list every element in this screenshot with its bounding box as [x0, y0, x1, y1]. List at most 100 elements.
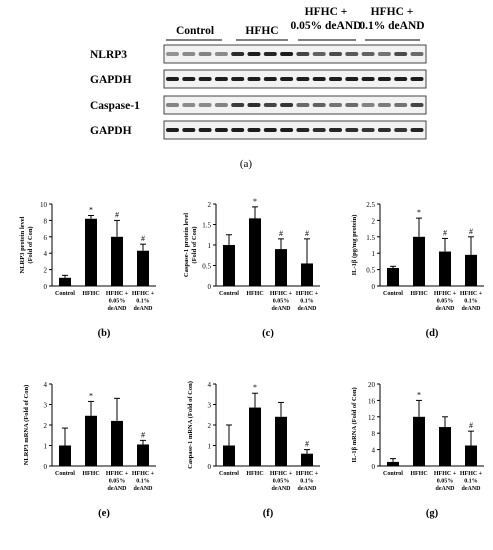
- blot-band: [296, 52, 310, 56]
- blot-band: [329, 103, 342, 107]
- blot-strip-row: [163, 69, 427, 89]
- blot-band: [280, 77, 294, 81]
- blot-band: [263, 52, 277, 56]
- blot-band: [377, 52, 391, 56]
- blot-band: [182, 52, 196, 56]
- blot-band: [214, 52, 228, 56]
- x-tick-label: HFHC +0.05% deAND: [434, 291, 457, 312]
- blot-band: [214, 103, 228, 107]
- bar: [223, 445, 235, 466]
- blot-band: [198, 103, 212, 107]
- y-tick-label: 0.5: [366, 267, 375, 275]
- bar-chart-d: 0 0.5 1 1.5 2 2.5 IL-1β (pg/mg protein) Control…: [351, 201, 484, 339]
- bar: [301, 263, 313, 286]
- bar: [137, 444, 149, 466]
- x-tick-label: Control: [383, 471, 403, 477]
- x-tick-label: HFHC +0.05% deAND: [106, 471, 129, 492]
- blot-band: [247, 103, 261, 107]
- bar: [439, 251, 451, 286]
- x-tick-label: HFHC +0.1% deAND: [132, 471, 155, 492]
- blot-band: [377, 77, 391, 81]
- y-tick-label: 2: [44, 267, 48, 275]
- panel-label: (d): [426, 328, 439, 339]
- bar: [275, 249, 287, 286]
- x-tick-label: HFHC: [246, 471, 263, 477]
- blot-band: [329, 52, 342, 56]
- y-tick-label: 2: [44, 422, 48, 430]
- y-tick-label: 4: [372, 447, 376, 455]
- blot-band: [361, 103, 375, 107]
- blot-band: [198, 52, 212, 56]
- x-tick-label: Control: [219, 291, 239, 297]
- y-tick-label: 2: [208, 422, 212, 430]
- blot-band: [329, 77, 342, 81]
- blot-band: [394, 77, 408, 81]
- bar-chart-c: 0 0.5 1 1.5 2 Caspase-1 protein level(Fold of…: [183, 197, 320, 339]
- bar-chart-e: 0 1 2 3 4 NLRP3 mRNA (Fold of Con) Control * HFH…: [23, 381, 156, 519]
- significance-marker: #: [141, 234, 145, 243]
- blot-band: [231, 77, 245, 81]
- blot-band: [410, 103, 424, 107]
- x-tick-label: HFHC +0.1% deAND: [460, 291, 483, 312]
- blot-band: [296, 103, 310, 107]
- blot-band: [296, 77, 310, 81]
- blot-band: [280, 52, 294, 56]
- y-tick-label: 0: [208, 283, 212, 291]
- y-tick-label: 4: [208, 381, 212, 389]
- blot-row-label-gapdh-1: GAPDH: [90, 74, 132, 86]
- blot-group-label-0.1: HFHC +0.1% deAND: [359, 6, 424, 32]
- bar: [249, 218, 261, 286]
- panel-label: (b): [98, 328, 111, 339]
- blot-band: [312, 52, 326, 56]
- blot-band: [263, 77, 277, 81]
- y-tick-label: 0: [372, 463, 376, 471]
- y-axis-label: Caspase-1 protein level(Fold of Con): [183, 213, 198, 277]
- blot-strip-row: [163, 44, 427, 64]
- y-tick-label: 1: [208, 443, 212, 451]
- blot-row-label-gapdh-2: GAPDH: [90, 125, 132, 137]
- x-tick-label: HFHC +0.05% deAND: [434, 471, 457, 492]
- blot-strip-row: [163, 95, 427, 115]
- blot-band: [263, 128, 277, 132]
- significance-marker: *: [417, 390, 421, 399]
- blot-band: [312, 77, 326, 81]
- bar-chart-f: 0 1 2 3 4 Caspase-1 mRNA (Fold of Con) Control…: [187, 381, 320, 519]
- x-tick-label: HFHC +0.1% deAND: [460, 471, 483, 492]
- bar: [301, 453, 313, 466]
- significance-marker: #: [469, 421, 473, 430]
- blot-band: [394, 52, 408, 56]
- y-tick-label: 0: [372, 283, 376, 291]
- significance-marker: #: [279, 229, 283, 238]
- panel-label-a: (a): [240, 158, 253, 170]
- y-tick-label: 1: [44, 443, 48, 451]
- bar: [439, 427, 451, 466]
- blot-band: [345, 103, 359, 107]
- blot-band: [296, 128, 310, 132]
- bar: [59, 445, 71, 466]
- y-tick-label: 1.5: [202, 222, 211, 230]
- bar: [413, 416, 425, 466]
- y-tick-label: 2.5: [366, 201, 375, 209]
- x-tick-label: Control: [383, 291, 403, 297]
- blot-band: [329, 128, 342, 132]
- bar: [465, 254, 477, 286]
- bar: [85, 415, 97, 466]
- blot-band: [394, 128, 408, 132]
- blot-band: [182, 77, 196, 81]
- y-tick-label: 0: [44, 283, 48, 291]
- blot-row-label-nlrp3: NLRP3: [90, 49, 127, 61]
- panel-label: (f): [263, 508, 274, 519]
- blot-band: [361, 128, 375, 132]
- x-tick-label: HFHC +0.05% deAND: [270, 471, 293, 492]
- bar: [249, 407, 261, 466]
- y-tick-label: 2: [372, 217, 376, 225]
- blot-group-label-control: Control: [176, 25, 214, 37]
- y-tick-label: 10: [40, 201, 48, 209]
- blot-band: [361, 77, 375, 81]
- blot-band: [247, 128, 261, 132]
- x-tick-label: HFHC +0.1% deAND: [296, 471, 319, 492]
- significance-marker: *: [89, 391, 93, 400]
- significance-marker: *: [89, 205, 93, 214]
- bar: [387, 461, 399, 466]
- blot-band: [166, 128, 179, 132]
